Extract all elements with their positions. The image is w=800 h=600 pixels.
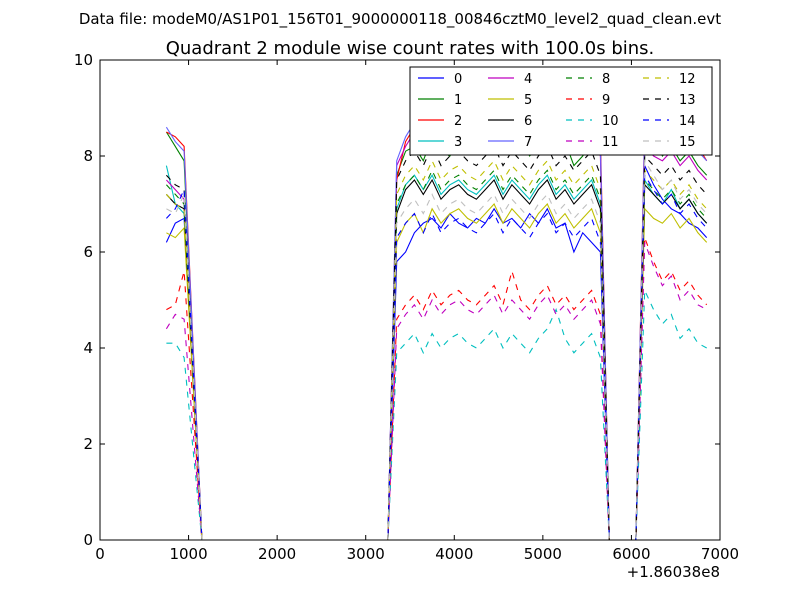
- legend-label: 3: [454, 135, 462, 150]
- x-tick-label: 2000: [258, 545, 296, 563]
- legend-label: 9: [602, 93, 610, 108]
- axes-frame: [99, 59, 721, 541]
- legend-label: 5: [524, 93, 532, 108]
- legend-label: 12: [679, 72, 696, 87]
- series-line-13: [165, 145, 708, 540]
- y-tick-label: 8: [83, 147, 93, 165]
- legend-item-4: 4: [488, 72, 532, 87]
- legend-item-5: 5: [488, 93, 532, 108]
- legend-item-13: 13: [643, 93, 696, 108]
- legend-label: 6: [524, 114, 532, 129]
- legend-item-14: 14: [643, 114, 696, 129]
- legend-item-9: 9: [566, 93, 610, 108]
- legend-label: 2: [454, 114, 462, 129]
- legend-item-1: 1: [418, 93, 462, 108]
- y-tick-label: 6: [83, 243, 93, 261]
- legend-label: 1: [454, 93, 462, 108]
- legend-item-7: 7: [488, 135, 532, 150]
- legend-item-10: 10: [566, 114, 619, 129]
- series-line-6: [165, 178, 708, 540]
- legend-label: 11: [602, 135, 619, 150]
- legend-item-12: 12: [643, 72, 696, 87]
- legend-label: 0: [454, 72, 462, 87]
- series-line-5: [166, 203, 708, 540]
- legend-item-6: 6: [488, 114, 532, 129]
- legend-label: 8: [602, 72, 610, 87]
- x-offset-label: +1.86038e8: [627, 563, 720, 581]
- legend-item-8: 8: [566, 72, 610, 87]
- legend-label: 15: [679, 135, 696, 150]
- figure-suptitle: Data file: modeM0/AS1P01_156T01_90000001…: [79, 10, 721, 29]
- series-line-0: [165, 165, 708, 540]
- chart-title: Quadrant 2 module wise count rates with …: [166, 38, 655, 59]
- x-tick-label: 5000: [524, 545, 562, 563]
- y-tick-label: 2: [83, 435, 93, 453]
- legend-item-15: 15: [643, 135, 696, 150]
- legend-label: 13: [679, 93, 696, 108]
- x-tick-label: 1000: [169, 545, 207, 563]
- y-tick-label: 4: [83, 339, 93, 357]
- legend-item-2: 2: [418, 114, 462, 129]
- legend-frame: [409, 66, 713, 156]
- series-line-3: [165, 165, 708, 540]
- x-tick-label: 4000: [435, 545, 473, 563]
- x-axis: 0 1000 2000 3000 4000 5000 6000 7000: [95, 60, 739, 563]
- series-line-9: [166, 237, 708, 540]
- y-tick-label: 0: [83, 531, 93, 549]
- legend-label: 7: [524, 135, 532, 150]
- x-tick-label: 7000: [701, 545, 739, 563]
- x-tick-label: 6000: [612, 545, 650, 563]
- legend-item-0: 0: [418, 72, 462, 87]
- legend-item-3: 3: [418, 135, 462, 150]
- legend-label: 14: [679, 114, 696, 129]
- legend-item-11: 11: [566, 135, 619, 150]
- legend-label: 4: [524, 72, 532, 87]
- x-tick-label: 0: [95, 545, 105, 563]
- legend-label: 10: [602, 114, 619, 129]
- y-tick-label: 10: [74, 51, 93, 69]
- x-tick-label: 3000: [347, 545, 385, 563]
